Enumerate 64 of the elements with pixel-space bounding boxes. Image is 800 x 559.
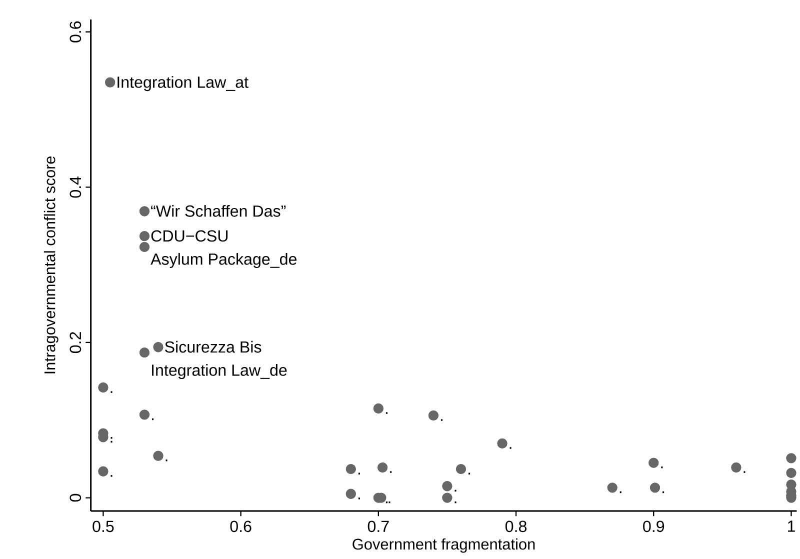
annotation: . (386, 501, 388, 504)
x-tick-label: 0.5 (92, 520, 114, 532)
annotation: . (386, 412, 388, 414)
y-axis-title: Intragovernmental conflict score (44, 156, 58, 374)
annotation: . (110, 440, 112, 443)
x-tick-label: 0.9 (643, 520, 664, 532)
annotation: . (110, 475, 112, 477)
point (607, 482, 618, 493)
point (456, 464, 466, 474)
point (139, 230, 150, 242)
point (442, 492, 452, 503)
point (442, 480, 452, 492)
annotation: Sicurezza Bis (165, 340, 262, 353)
x-tick-label: 0.7 (368, 520, 389, 532)
annotation: CDU−CSU (151, 230, 228, 242)
point (139, 410, 150, 420)
point (153, 342, 164, 352)
point (139, 347, 150, 358)
annotation: . (468, 472, 470, 474)
point (153, 450, 164, 461)
annotation: . (110, 436, 112, 439)
annotation: . (166, 459, 168, 462)
x-tick-label: 0.6 (230, 520, 252, 532)
annotation: Integration Law_de (152, 364, 287, 379)
annotation: . (510, 447, 512, 449)
annotation: “Wir Schaffen Das” (151, 204, 286, 217)
y-tick-label: 0.4 (70, 176, 82, 198)
y-tick-label: 0.2 (70, 332, 82, 353)
point (373, 403, 384, 414)
point (98, 382, 108, 393)
point (346, 488, 356, 499)
point (731, 462, 742, 473)
point (428, 410, 439, 420)
point (648, 458, 659, 468)
annotation: . (454, 490, 456, 492)
annotation: . (358, 472, 360, 474)
point (98, 466, 108, 476)
point (497, 438, 508, 448)
x-axis-title: Government fragmentation (352, 538, 535, 553)
y-tick-label: 0.6 (70, 21, 82, 42)
y-tick-label: 0 (70, 494, 82, 502)
point (650, 482, 660, 493)
annotation: . (454, 501, 456, 504)
annotation: . (390, 471, 392, 473)
annotation: . (662, 491, 664, 494)
annotation: . (358, 498, 360, 500)
x-tick-label: 1 (788, 520, 795, 532)
point (786, 468, 796, 478)
point (346, 464, 356, 474)
annotation: . (388, 501, 390, 504)
annotation: . (661, 466, 663, 468)
annotation: Integration Law_at (118, 76, 248, 92)
annotation: . (152, 418, 154, 420)
point (786, 453, 796, 464)
point (105, 77, 116, 88)
x-tick-label: 0.8 (505, 520, 527, 532)
annotation: . (110, 391, 112, 393)
point (139, 206, 150, 216)
annotation: Asylum Package_de (150, 252, 297, 268)
point (377, 462, 388, 473)
annotation: . (620, 491, 622, 494)
annotation: . (440, 419, 443, 421)
annotation: . (744, 471, 746, 473)
point (139, 242, 150, 252)
